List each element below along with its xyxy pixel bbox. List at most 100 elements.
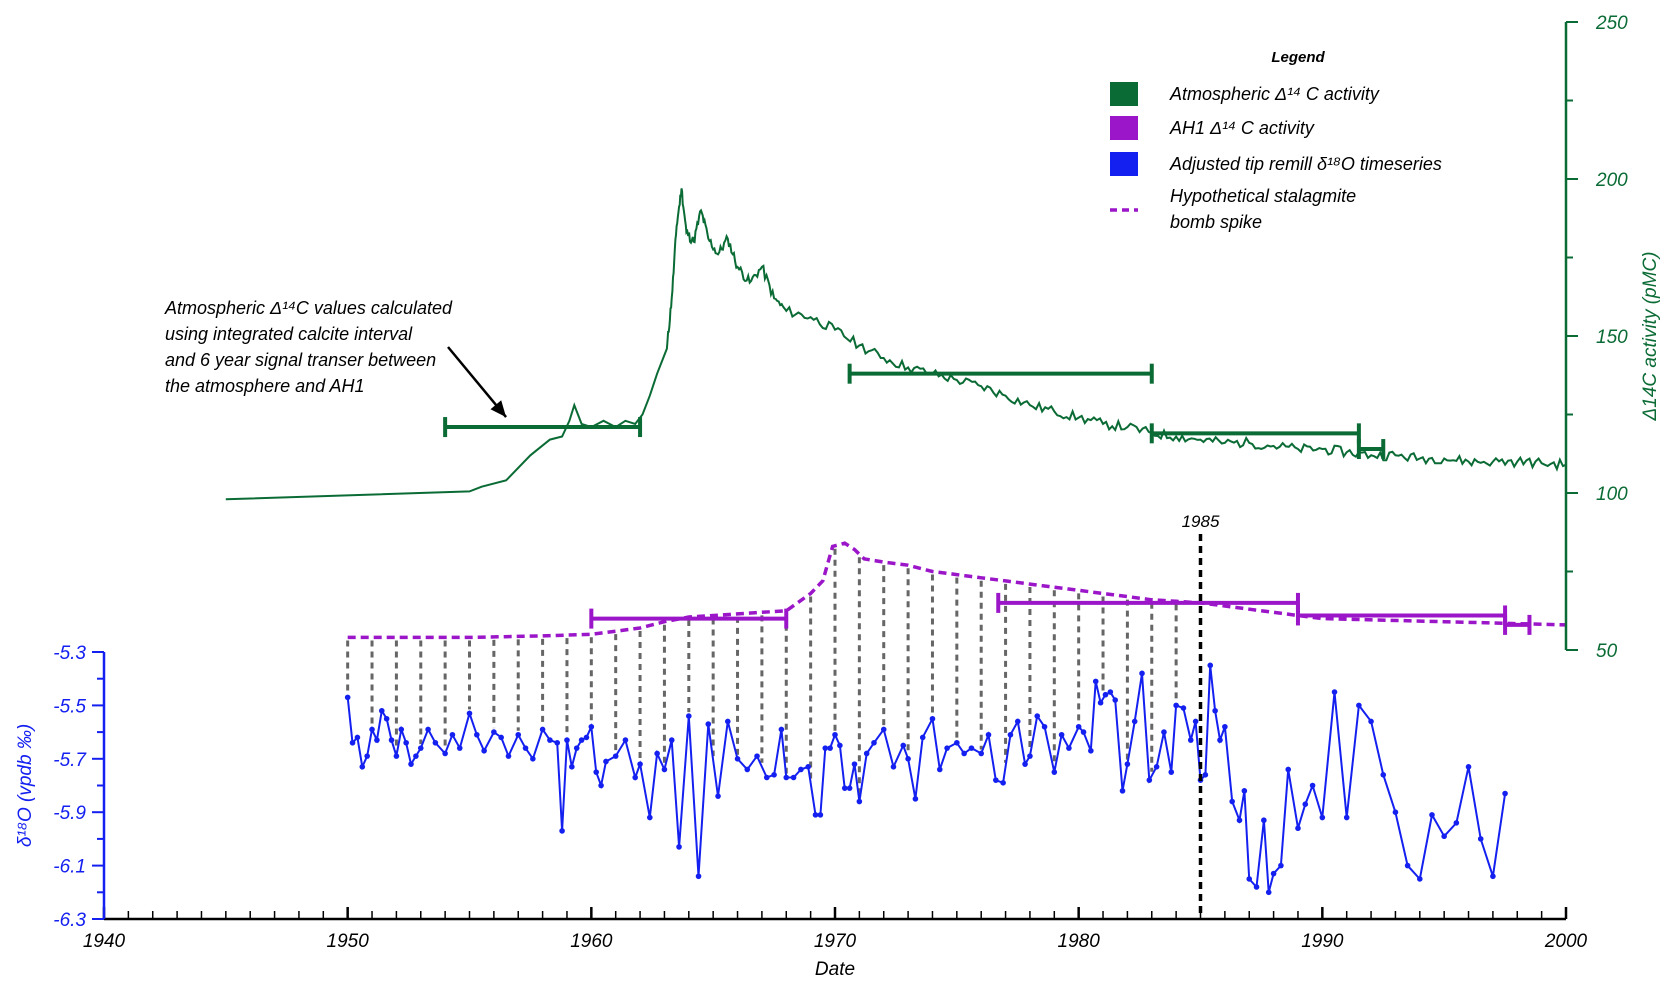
d18o-point: [1088, 747, 1094, 754]
d18o-point: [491, 729, 497, 735]
legend-swatch: [1110, 82, 1138, 106]
d18o-point: [637, 761, 643, 767]
d18o-point: [1124, 761, 1131, 767]
x-tick-label: 1970: [814, 931, 857, 952]
d18o-point: [598, 782, 604, 789]
d18o-point: [456, 745, 463, 751]
d18o-point: [1097, 699, 1104, 706]
ah1-series-layer: [347, 541, 1567, 640]
d18o-point: [1027, 753, 1033, 759]
annotation-text: and 6 year signal transer between: [165, 350, 436, 370]
atmospheric-series-layer: [225, 188, 1567, 501]
d18o-point: [1092, 678, 1099, 685]
d18o-point: [354, 734, 361, 741]
d18o-point: [763, 774, 770, 781]
d18o-point: [1309, 782, 1316, 789]
legend-swatch: [1110, 116, 1138, 140]
d18o-point: [564, 737, 570, 743]
d18o-point: [1131, 718, 1138, 725]
d18o-point: [1319, 814, 1326, 821]
d18o-point: [449, 731, 456, 738]
d18o-point: [1417, 876, 1423, 882]
legend-label: Adjusted tip remill δ¹⁸O timeseries: [1169, 154, 1442, 174]
d18o-point: [822, 745, 829, 751]
d18o-point: [369, 726, 375, 733]
d18o-point: [1139, 670, 1145, 677]
annotation-arrow-head: [490, 400, 507, 418]
d18o-point: [383, 715, 390, 722]
right-tick-label: 100: [1596, 484, 1628, 505]
d18o-point: [1066, 745, 1072, 751]
d18o-point: [403, 739, 409, 746]
d18o-point: [1107, 689, 1114, 695]
annotation-text: using integrated calcite interval: [165, 324, 413, 344]
d18o-point: [1295, 825, 1301, 832]
d18o-point: [1465, 764, 1472, 770]
left-tick-label: -5.7: [53, 750, 87, 771]
d18o-point: [1153, 764, 1160, 770]
d18o-point: [1022, 761, 1028, 767]
annotation-text: the atmosphere and AH1: [165, 376, 364, 396]
d18o-point: [695, 873, 702, 880]
d18o-point: [961, 750, 967, 757]
d18o-point: [715, 793, 721, 799]
d18o-point: [1261, 817, 1267, 824]
d18o-point: [442, 750, 448, 757]
d18o-point: [1278, 862, 1284, 869]
d18o-point: [466, 710, 473, 717]
d18o-point: [632, 774, 638, 781]
left-tick-label: -6.3: [53, 910, 86, 931]
d18o-point: [954, 739, 960, 746]
legend-label: bomb spike: [1170, 212, 1262, 232]
legend: Legend Atmospheric Δ¹⁴ C activity AH1 Δ¹⁴ …: [1110, 49, 1442, 232]
legend-title: Legend: [1271, 49, 1325, 66]
d18o-point: [1217, 737, 1223, 743]
d18o-point: [413, 753, 419, 759]
d18o-point: [754, 753, 760, 759]
d18o-point: [1161, 729, 1167, 735]
d18o-point: [1222, 723, 1228, 730]
d18o-point: [1192, 718, 1199, 725]
d18o-point: [1241, 788, 1248, 794]
d18o-point: [978, 750, 984, 757]
right-tick-label: 200: [1595, 170, 1628, 191]
d18o-point: [364, 753, 370, 759]
d18o-point: [530, 756, 536, 762]
d18o-point: [481, 747, 487, 754]
x-axis-title: Date: [815, 959, 855, 980]
d18o-point: [1285, 766, 1292, 773]
d18o-point: [676, 844, 682, 850]
x-tick-label: 1960: [570, 931, 613, 952]
d18o-point: [744, 766, 751, 773]
d18o-point: [1180, 705, 1187, 711]
d18o-point: [661, 766, 668, 773]
d18o-point: [1236, 817, 1243, 824]
d18o-point: [344, 694, 351, 701]
x-tick-label: 1980: [1058, 931, 1101, 952]
atmospheric-line: [225, 188, 1567, 501]
d18o-point: [783, 774, 790, 781]
d18o-point: [1502, 790, 1508, 797]
d18o-point: [798, 766, 804, 773]
d18o-point: [622, 737, 629, 743]
d18o-point: [349, 739, 356, 746]
annotation: Atmospheric Δ¹⁴C values calculated using …: [164, 298, 508, 418]
d18o-point: [734, 756, 741, 762]
tie-lines-layer: [346, 548, 1178, 798]
d18o-point: [554, 739, 561, 746]
d18o-point: [668, 737, 675, 743]
d18o-point: [905, 756, 911, 762]
d18o-point: [559, 828, 565, 834]
d18o-series-layer: [344, 662, 1508, 896]
d18o-point: [578, 737, 585, 743]
legend-swatch: [1110, 152, 1138, 176]
d18o-point: [417, 745, 424, 751]
x-tick-label: 1950: [327, 931, 370, 952]
d18o-point: [968, 745, 975, 751]
d18o-point: [1302, 801, 1309, 807]
d18o-point: [1112, 697, 1119, 703]
d18o-point: [498, 734, 504, 741]
d18o-point: [1014, 718, 1021, 725]
d18o-point: [1380, 772, 1387, 778]
x-tick-label: 1940: [83, 931, 126, 952]
